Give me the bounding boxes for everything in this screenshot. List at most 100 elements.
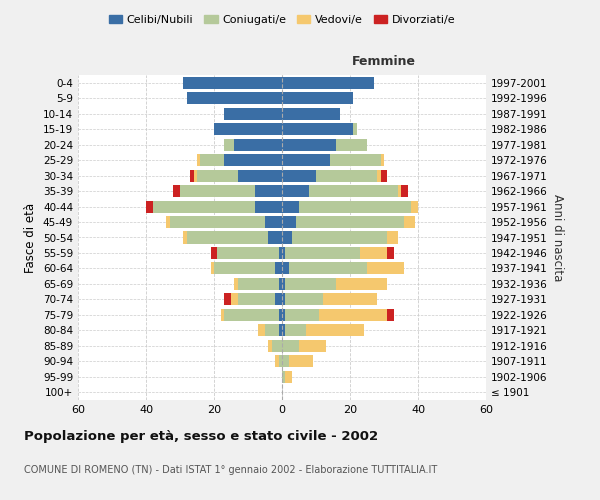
Bar: [411, 200, 418, 212]
Bar: [282, 340, 299, 352]
Bar: [299, 200, 411, 212]
Bar: [275, 356, 278, 368]
Bar: [238, 170, 282, 181]
Bar: [286, 309, 319, 321]
Bar: [282, 371, 286, 383]
Bar: [265, 324, 278, 336]
Bar: [299, 340, 326, 352]
Y-axis label: Fasce di età: Fasce di età: [25, 202, 37, 272]
Bar: [197, 154, 200, 166]
Bar: [367, 262, 404, 274]
Y-axis label: Anni di nascita: Anni di nascita: [551, 194, 564, 281]
Bar: [282, 278, 286, 290]
Bar: [190, 170, 194, 181]
Bar: [388, 232, 398, 243]
Text: Popolazione per età, sesso e stato civile - 2002: Popolazione per età, sesso e stato civil…: [24, 430, 378, 443]
Bar: [278, 324, 282, 336]
Bar: [282, 123, 353, 135]
Bar: [286, 247, 360, 259]
Bar: [224, 154, 282, 166]
Bar: [296, 216, 404, 228]
Bar: [231, 294, 238, 306]
Bar: [238, 294, 275, 306]
Bar: [278, 309, 282, 321]
Bar: [282, 216, 296, 228]
Bar: [180, 185, 255, 197]
Bar: [278, 278, 282, 290]
Bar: [197, 170, 238, 181]
Bar: [224, 294, 231, 306]
Bar: [187, 92, 282, 104]
Bar: [282, 185, 309, 197]
Bar: [282, 294, 286, 306]
Bar: [282, 324, 286, 336]
Bar: [282, 92, 353, 104]
Bar: [187, 232, 268, 243]
Bar: [214, 123, 282, 135]
Bar: [286, 294, 323, 306]
Bar: [278, 356, 282, 368]
Bar: [211, 262, 214, 274]
Bar: [316, 170, 377, 181]
Bar: [211, 247, 217, 259]
Bar: [200, 154, 224, 166]
Bar: [224, 108, 282, 120]
Bar: [238, 278, 278, 290]
Text: COMUNE DI ROMENO (TN) - Dati ISTAT 1° gennaio 2002 - Elaborazione TUTTITALIA.IT: COMUNE DI ROMENO (TN) - Dati ISTAT 1° ge…: [24, 465, 437, 475]
Bar: [214, 262, 275, 274]
Bar: [282, 154, 329, 166]
Bar: [258, 324, 265, 336]
Bar: [221, 309, 224, 321]
Bar: [282, 309, 286, 321]
Text: Femmine: Femmine: [352, 56, 416, 68]
Bar: [353, 123, 357, 135]
Bar: [329, 154, 380, 166]
Bar: [235, 278, 238, 290]
Bar: [268, 232, 282, 243]
Bar: [289, 356, 313, 368]
Bar: [282, 356, 289, 368]
Bar: [360, 247, 388, 259]
Bar: [282, 138, 337, 150]
Bar: [319, 309, 388, 321]
Bar: [272, 340, 282, 352]
Bar: [146, 200, 153, 212]
Bar: [306, 324, 364, 336]
Bar: [184, 76, 282, 89]
Bar: [275, 294, 282, 306]
Bar: [398, 185, 401, 197]
Bar: [265, 216, 282, 228]
Bar: [235, 138, 282, 150]
Bar: [224, 138, 235, 150]
Bar: [388, 247, 394, 259]
Bar: [377, 170, 380, 181]
Bar: [166, 216, 170, 228]
Bar: [404, 216, 415, 228]
Bar: [217, 247, 278, 259]
Bar: [275, 262, 282, 274]
Bar: [323, 294, 377, 306]
Bar: [184, 232, 187, 243]
Bar: [282, 200, 299, 212]
Bar: [380, 154, 384, 166]
Bar: [173, 185, 180, 197]
Legend: Celibi/Nubili, Coniugati/e, Vedovi/e, Divorziati/e: Celibi/Nubili, Coniugati/e, Vedovi/e, Di…: [104, 10, 460, 29]
Bar: [309, 185, 398, 197]
Bar: [194, 170, 197, 181]
Bar: [286, 324, 306, 336]
Bar: [282, 247, 286, 259]
Bar: [170, 216, 265, 228]
Bar: [282, 108, 340, 120]
Bar: [255, 185, 282, 197]
Bar: [380, 170, 388, 181]
Bar: [278, 247, 282, 259]
Bar: [268, 340, 272, 352]
Bar: [282, 76, 374, 89]
Bar: [388, 309, 394, 321]
Bar: [286, 371, 292, 383]
Bar: [337, 278, 388, 290]
Bar: [255, 200, 282, 212]
Bar: [292, 232, 388, 243]
Bar: [224, 309, 278, 321]
Bar: [153, 200, 255, 212]
